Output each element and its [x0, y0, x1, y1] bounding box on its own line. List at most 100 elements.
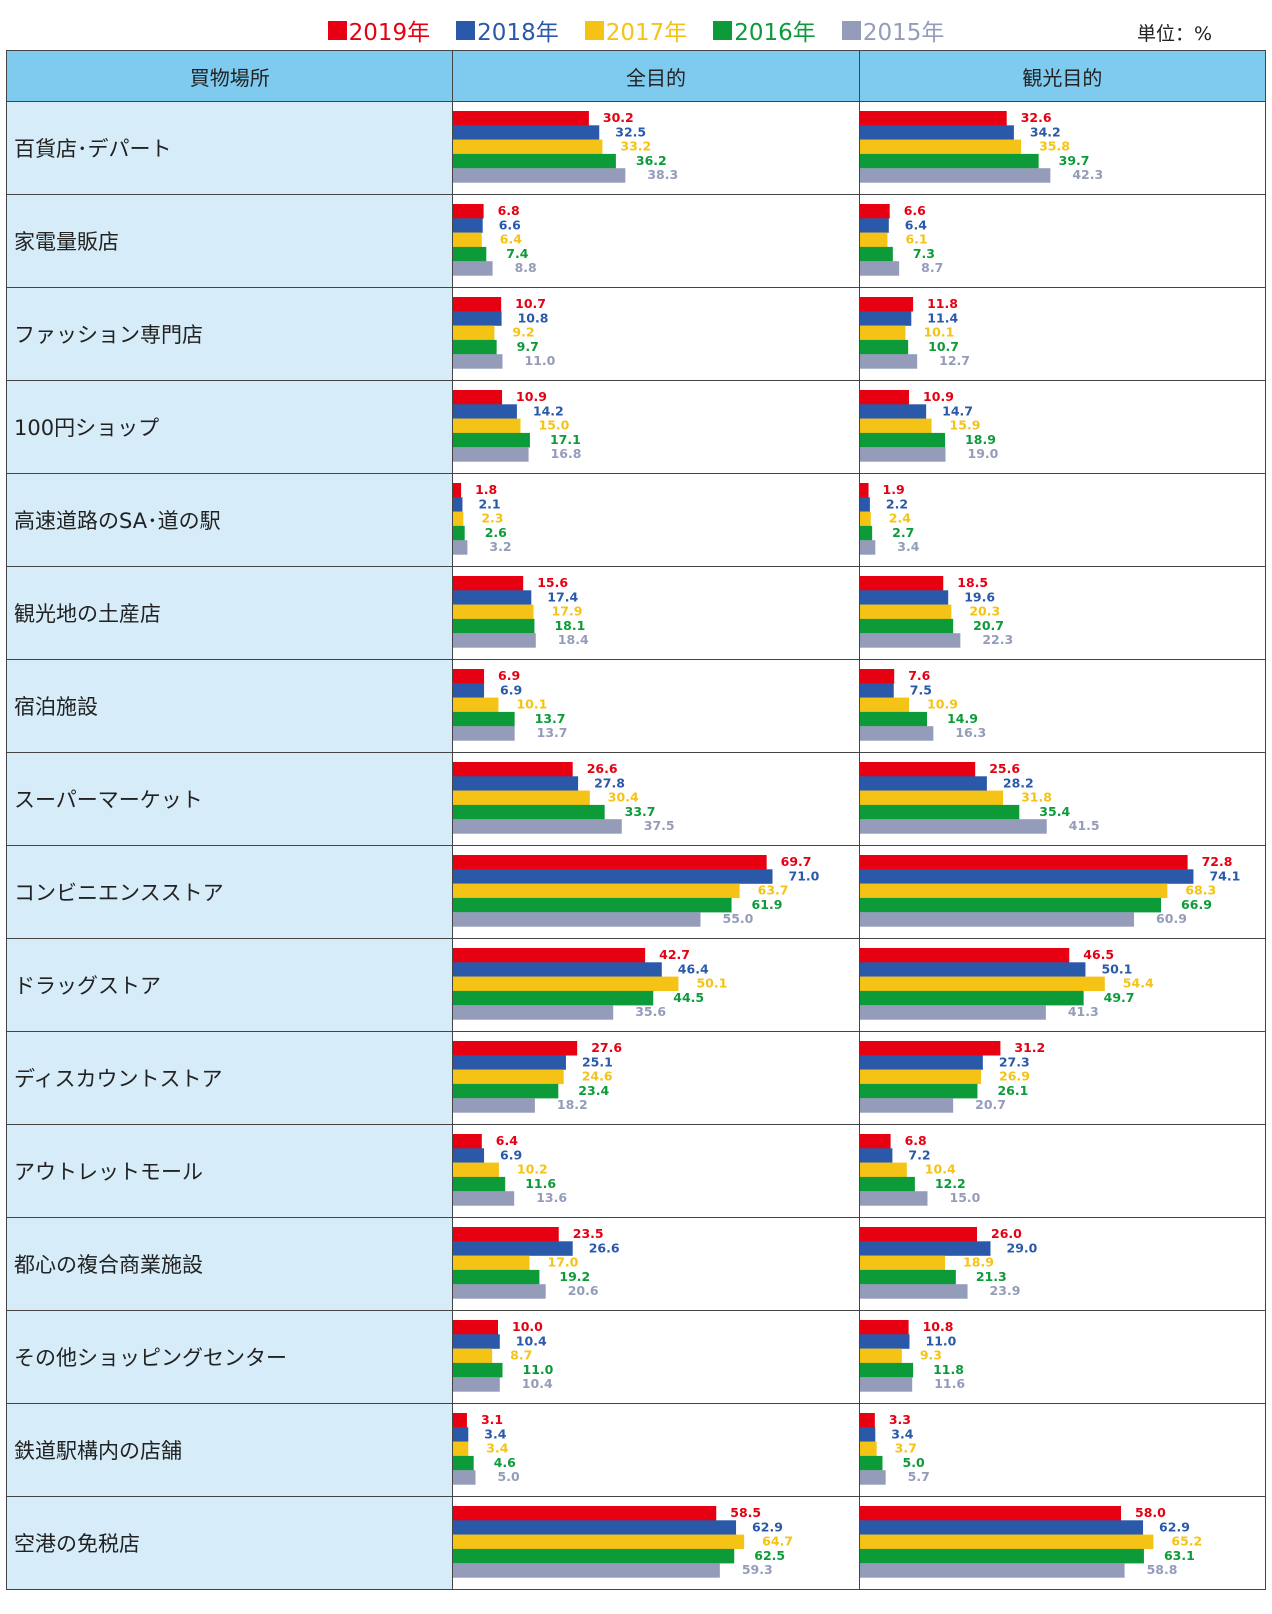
- data-label: 58.0: [1135, 1505, 1166, 1520]
- data-label: 42.3: [1072, 167, 1103, 182]
- table-row: 家電量販店 6.8 6.6 6.4 7.4 8.8 6.6 6.4 6.1 7.3 8.7: [5, 194, 1267, 288]
- bar: [859, 683, 894, 698]
- bar: [859, 1470, 886, 1485]
- bar: [453, 1441, 469, 1457]
- bar: [859, 1098, 953, 1113]
- bar: [859, 869, 1194, 884]
- data-label: 7.5: [909, 682, 931, 697]
- bar: [859, 776, 987, 791]
- bar: [859, 990, 1084, 1006]
- bar: [859, 1348, 902, 1364]
- data-label: 18.9: [965, 432, 996, 447]
- data-label: 25.1: [582, 1054, 613, 1069]
- bar: [859, 669, 894, 684]
- data-label: 62.5: [755, 1548, 786, 1563]
- table-row: 宿泊施設 6.9 6.9 10.1 13.7 13.7 7.6 7.5 10.9 14.9 16.3: [5, 659, 1267, 753]
- sightseeing-bar-cell: 31.2 27.3 26.9 26.1 20.7: [858, 1031, 1267, 1125]
- bar: [453, 339, 498, 355]
- legend-item: 2016年: [713, 13, 816, 47]
- data-label: 17.9: [552, 604, 583, 619]
- data-label: 66.9: [1181, 897, 1212, 912]
- sightseeing-bar-cell: 18.5 19.6 20.3 20.7 22.3: [858, 566, 1267, 660]
- data-label: 8.7: [921, 260, 943, 275]
- table-row: ディスカウントストア 27.6 25.1 24.6 23.4 18.2 31.2 27.3 26…: [5, 1031, 1267, 1125]
- sightseeing-bar-cell: 72.8 74.1 68.3 66.9 60.9: [858, 845, 1267, 939]
- bar-group-chart: 15.617.417.918.118.4: [453, 575, 589, 648]
- bar-group-chart: 11.811.410.110.712.7: [859, 296, 970, 369]
- bar: [453, 1241, 574, 1256]
- data-label: 31.8: [1021, 790, 1052, 805]
- bar: [859, 153, 1039, 169]
- data-label: 44.5: [674, 990, 705, 1005]
- data-label: 2.7: [892, 525, 914, 540]
- data-label: 32.6: [1020, 110, 1051, 125]
- table-row: 都心の複合商業施設 23.5 26.6 17.0 19.2 20.6 26.0 29.0 18.…: [5, 1217, 1267, 1311]
- bar: [859, 1227, 977, 1242]
- bar-group-chart: 10.914.215.017.116.8: [453, 389, 582, 462]
- category-column-header: 買物場所: [5, 50, 454, 102]
- bar: [453, 948, 646, 963]
- bar: [453, 354, 503, 369]
- sightseeing-bar-cell: 25.6 28.2 31.8 35.4 41.5: [858, 752, 1267, 846]
- bar: [859, 1534, 1154, 1550]
- all-purpose-bar-cell: 10.0 10.4 8.7 11.0 10.4: [452, 1310, 860, 1404]
- sightseeing-bar-cell: 3.3 3.4 3.7 5.0 5.7: [858, 1403, 1267, 1497]
- bar: [859, 897, 1161, 913]
- bar: [859, 1284, 968, 1299]
- bar: [453, 1162, 500, 1178]
- bar: [453, 697, 499, 713]
- data-label: 6.4: [496, 1133, 518, 1148]
- bar: [453, 111, 590, 126]
- data-label: 49.7: [1103, 990, 1134, 1005]
- data-label: 27.6: [592, 1040, 623, 1055]
- bar: [859, 483, 869, 498]
- data-label: 28.2: [1003, 775, 1034, 790]
- bar: [859, 111, 1007, 126]
- data-label: 26.9: [999, 1069, 1030, 1084]
- category-label: ファッション専門店: [5, 287, 454, 381]
- bar: [453, 576, 524, 591]
- header-row: 買物場所 全目的 観光目的: [5, 50, 1267, 102]
- legend-label: 2019年: [348, 20, 431, 46]
- bar: [453, 204, 485, 219]
- bar: [453, 1041, 578, 1056]
- data-label: 34.2: [1030, 124, 1061, 139]
- bar: [453, 404, 518, 419]
- legend-swatch: [584, 20, 604, 40]
- bar: [859, 511, 871, 527]
- bar-group-chart: 18.519.620.320.722.3: [859, 575, 1013, 648]
- bar: [859, 1413, 875, 1428]
- bar-group-chart: 31.227.326.926.120.7: [859, 1040, 1045, 1113]
- bar: [453, 246, 487, 262]
- table-row: 観光地の土産店 15.6 17.4 17.9 18.1 18.4 18.5 19.6 20.3 2…: [5, 566, 1267, 660]
- bar-group-chart: 10.710.89.29.711.0: [453, 296, 556, 369]
- bar: [453, 232, 483, 248]
- bar: [859, 261, 899, 276]
- all-purpose-bar-cell: 1.8 2.1 2.3 2.6 3.2: [452, 473, 860, 567]
- data-label: 46.5: [1083, 947, 1114, 962]
- data-label: 6.1: [905, 232, 927, 247]
- bar-group-chart: 6.66.46.17.38.7: [859, 203, 943, 276]
- bar-group-chart: 10.914.715.918.919.0: [859, 389, 998, 462]
- sightseeing-bar-cell: 46.5 50.1 54.4 49.7 41.3: [858, 938, 1267, 1032]
- data-label: 54.4: [1122, 976, 1153, 991]
- data-label: 6.6: [903, 203, 925, 218]
- data-label: 10.9: [923, 389, 954, 404]
- data-label: 10.4: [522, 1376, 553, 1391]
- data-label: 42.7: [660, 947, 691, 962]
- category-label: 観光地の土産店: [5, 566, 454, 660]
- bar: [859, 1520, 1143, 1535]
- data-label: 3.4: [897, 539, 919, 554]
- data-label: 6.9: [498, 668, 520, 683]
- table-row: ファッション専門店 10.7 10.8 9.2 9.7 11.0 11.8 11.4 10.1 1…: [5, 287, 1267, 381]
- data-label: 58.8: [1146, 1562, 1177, 1577]
- data-label: 7.6: [908, 668, 930, 683]
- chart-legend: 2019年 2018年 2017年 2016年 2015年: [0, 10, 1272, 50]
- bar: [859, 819, 1047, 834]
- bar: [453, 962, 663, 977]
- bar: [453, 804, 606, 820]
- bar: [859, 1005, 1046, 1020]
- category-label: 都心の複合商業施設: [5, 1217, 454, 1311]
- bar: [453, 1055, 567, 1070]
- table-row: 空港の免税店 58.5 62.9 64.7 62.5 59.3 58.0 62.9 65.2 63…: [5, 1496, 1267, 1590]
